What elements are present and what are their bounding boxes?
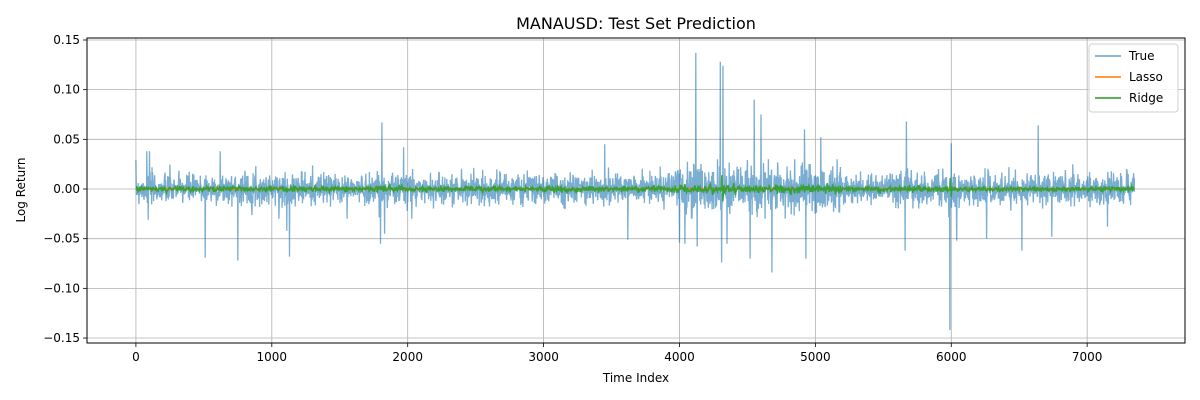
legend-label-ridge: Ridge: [1129, 91, 1163, 105]
legend: True Lasso Ridge: [1088, 43, 1179, 113]
y-tick-label: 0.00: [53, 182, 80, 196]
y-tick-label: 0.10: [53, 83, 80, 97]
x-tick-label: 5000: [800, 350, 831, 364]
x-tick-label: 6000: [936, 350, 967, 364]
y-tick-label: −0.15: [43, 331, 80, 345]
series-line-ridge: [135, 175, 1135, 201]
x-tick-label: 1000: [257, 350, 288, 364]
y-axis-label: Log Return: [14, 157, 28, 222]
y-tick-label: −0.10: [43, 281, 80, 295]
x-axis-label: Time Index: [602, 371, 669, 385]
x-tick-label: 7000: [1072, 350, 1103, 364]
y-tick-label: 0.15: [53, 33, 80, 47]
x-tick-label: 3000: [528, 350, 559, 364]
plot-frame: [86, 37, 1186, 344]
chart-title: MANAUSD: Test Set Prediction: [516, 14, 756, 33]
legend-label-true: True: [1128, 49, 1155, 63]
y-tick-label: 0.05: [53, 132, 80, 146]
legend-box: [1088, 43, 1179, 113]
series-line-true: [135, 52, 1136, 331]
plot-series: [135, 52, 1136, 331]
axis-ticks: 0 1000 2000 3000 4000 5000 6000 7000 −0.15 −0.10 −…: [43, 33, 1102, 364]
x-tick-label: 0: [132, 350, 140, 364]
legend-label-lasso: Lasso: [1129, 70, 1163, 84]
x-tick-label: 2000: [392, 350, 423, 364]
x-tick-label: 4000: [664, 350, 695, 364]
y-tick-label: −0.05: [43, 232, 80, 246]
